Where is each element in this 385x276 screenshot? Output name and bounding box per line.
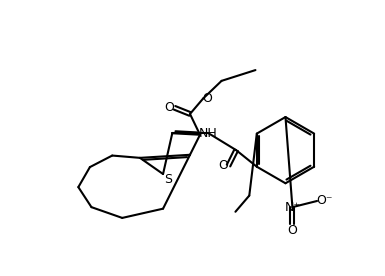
- Text: S: S: [164, 173, 172, 186]
- Text: O⁻: O⁻: [316, 195, 333, 208]
- Text: O: O: [202, 92, 212, 105]
- Text: N⁺: N⁺: [285, 201, 300, 214]
- Text: O: O: [218, 159, 228, 172]
- Text: NH: NH: [199, 127, 218, 140]
- Text: O: O: [288, 224, 297, 237]
- Text: O: O: [164, 101, 174, 114]
